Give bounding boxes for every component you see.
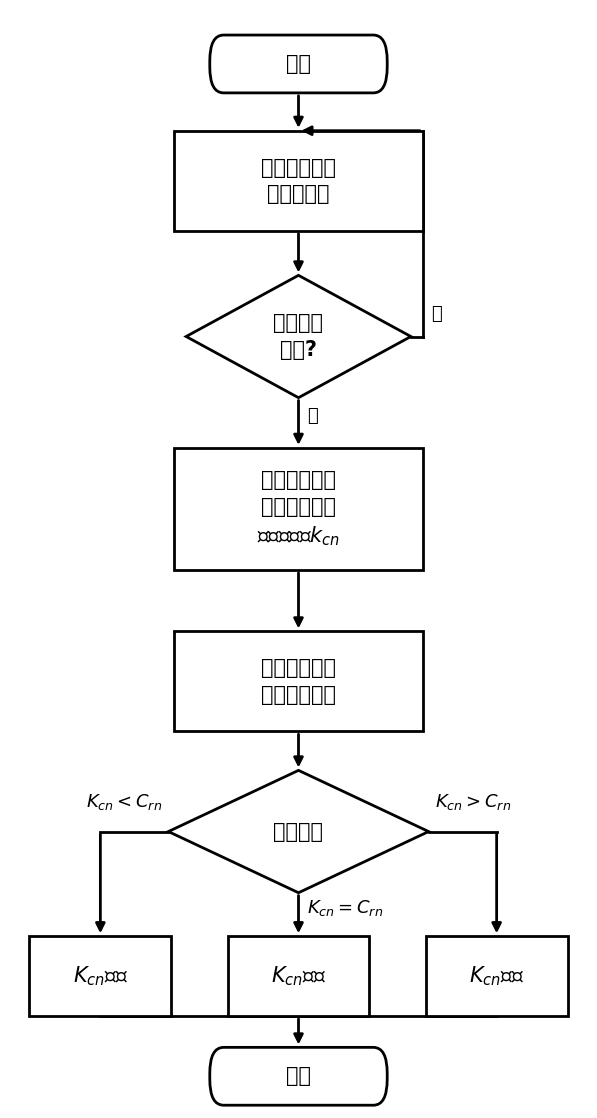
FancyBboxPatch shape — [210, 1048, 387, 1106]
Text: 自放电系数与
相对容值比较: 自放电系数与 相对容值比较 — [261, 659, 336, 704]
Bar — [29, 936, 171, 1016]
Bar — [174, 447, 423, 570]
Text: 监测超级电容
器单体电压: 监测超级电容 器单体电压 — [261, 158, 336, 203]
Bar — [426, 936, 568, 1016]
FancyBboxPatch shape — [210, 35, 387, 93]
Text: 是: 是 — [307, 407, 318, 425]
Bar — [227, 936, 370, 1016]
Text: $K_{cn} = C_{rn}$: $K_{cn} = C_{rn}$ — [307, 898, 384, 918]
Text: $K_{cn}$减小: $K_{cn}$减小 — [469, 965, 524, 988]
Text: 计算各个电容
器单体的相对
自放电系数$k_{cn}$: 计算各个电容 器单体的相对 自放电系数$k_{cn}$ — [257, 471, 340, 548]
Text: 开始: 开始 — [286, 54, 311, 74]
Polygon shape — [168, 770, 429, 893]
Bar — [174, 131, 423, 230]
Text: 结束: 结束 — [286, 1067, 311, 1087]
Text: $K_{cn} < C_{rn}$: $K_{cn} < C_{rn}$ — [86, 792, 162, 812]
Text: 否: 否 — [432, 305, 442, 323]
Bar — [174, 632, 423, 731]
Text: $K_{cn}$增加: $K_{cn}$增加 — [73, 965, 128, 988]
Text: $K_{cn} > C_{rn}$: $K_{cn} > C_{rn}$ — [435, 792, 511, 812]
Text: 待机过程
结束?: 待机过程 结束? — [273, 313, 324, 360]
Text: 比较结果: 比较结果 — [273, 822, 324, 842]
Text: $K_{cn}$保持: $K_{cn}$保持 — [271, 965, 326, 988]
Polygon shape — [186, 275, 411, 398]
